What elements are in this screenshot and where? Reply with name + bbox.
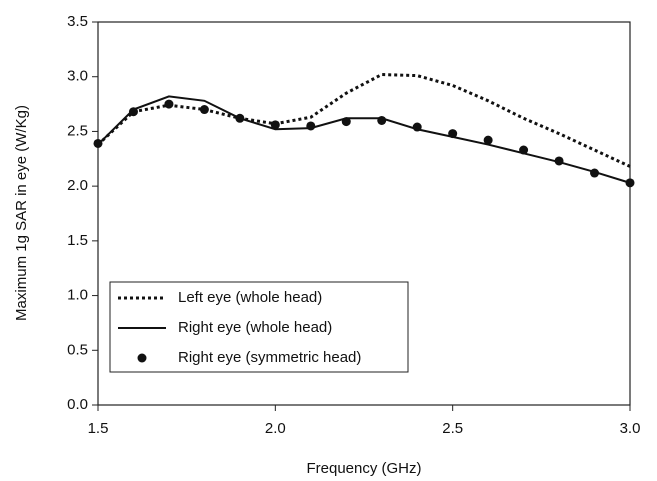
y-tick-label: 0.5 [67,341,88,358]
series-line [96,73,631,168]
legend-label: Right eye (symmetric head) [178,349,361,366]
y-tick-label: 1.0 [67,287,88,304]
legend-label: Left eye (whole head) [178,289,322,306]
x-tick-label: 2.5 [442,420,463,437]
y-tick-label: 2.0 [67,177,88,194]
data-point [483,135,493,145]
data-point [590,168,600,178]
y-tick-label: 0.0 [67,396,88,413]
data-point [377,115,387,125]
data-point [519,145,529,155]
series-line [97,95,631,184]
data-point [306,121,316,131]
plot-frame [97,21,631,406]
data-point [199,105,209,115]
legend-swatch [137,353,147,363]
y-tick-label: 2.5 [67,122,88,139]
data-point [341,117,351,127]
data-point [625,178,635,188]
x-tick-label: 3.0 [620,420,641,437]
data-point [128,107,138,117]
data-point [270,120,280,130]
data-point [412,122,422,132]
data-point [93,138,103,148]
y-tick-label: 1.5 [67,232,88,249]
data-point [554,156,564,166]
x-tick-label: 2.0 [265,420,286,437]
y-tick-label: 3.0 [67,68,88,85]
legend-label: Right eye (whole head) [178,319,332,336]
x-tick-label: 1.5 [88,420,109,437]
y-axis-label: Maximum 1g SAR in eye (W/Kg) [13,105,30,321]
data-point [448,129,458,139]
data-point [164,99,174,109]
data-point [235,113,245,123]
y-tick-label: 3.5 [67,13,88,30]
x-axis-label: Frequency (GHz) [306,460,421,477]
